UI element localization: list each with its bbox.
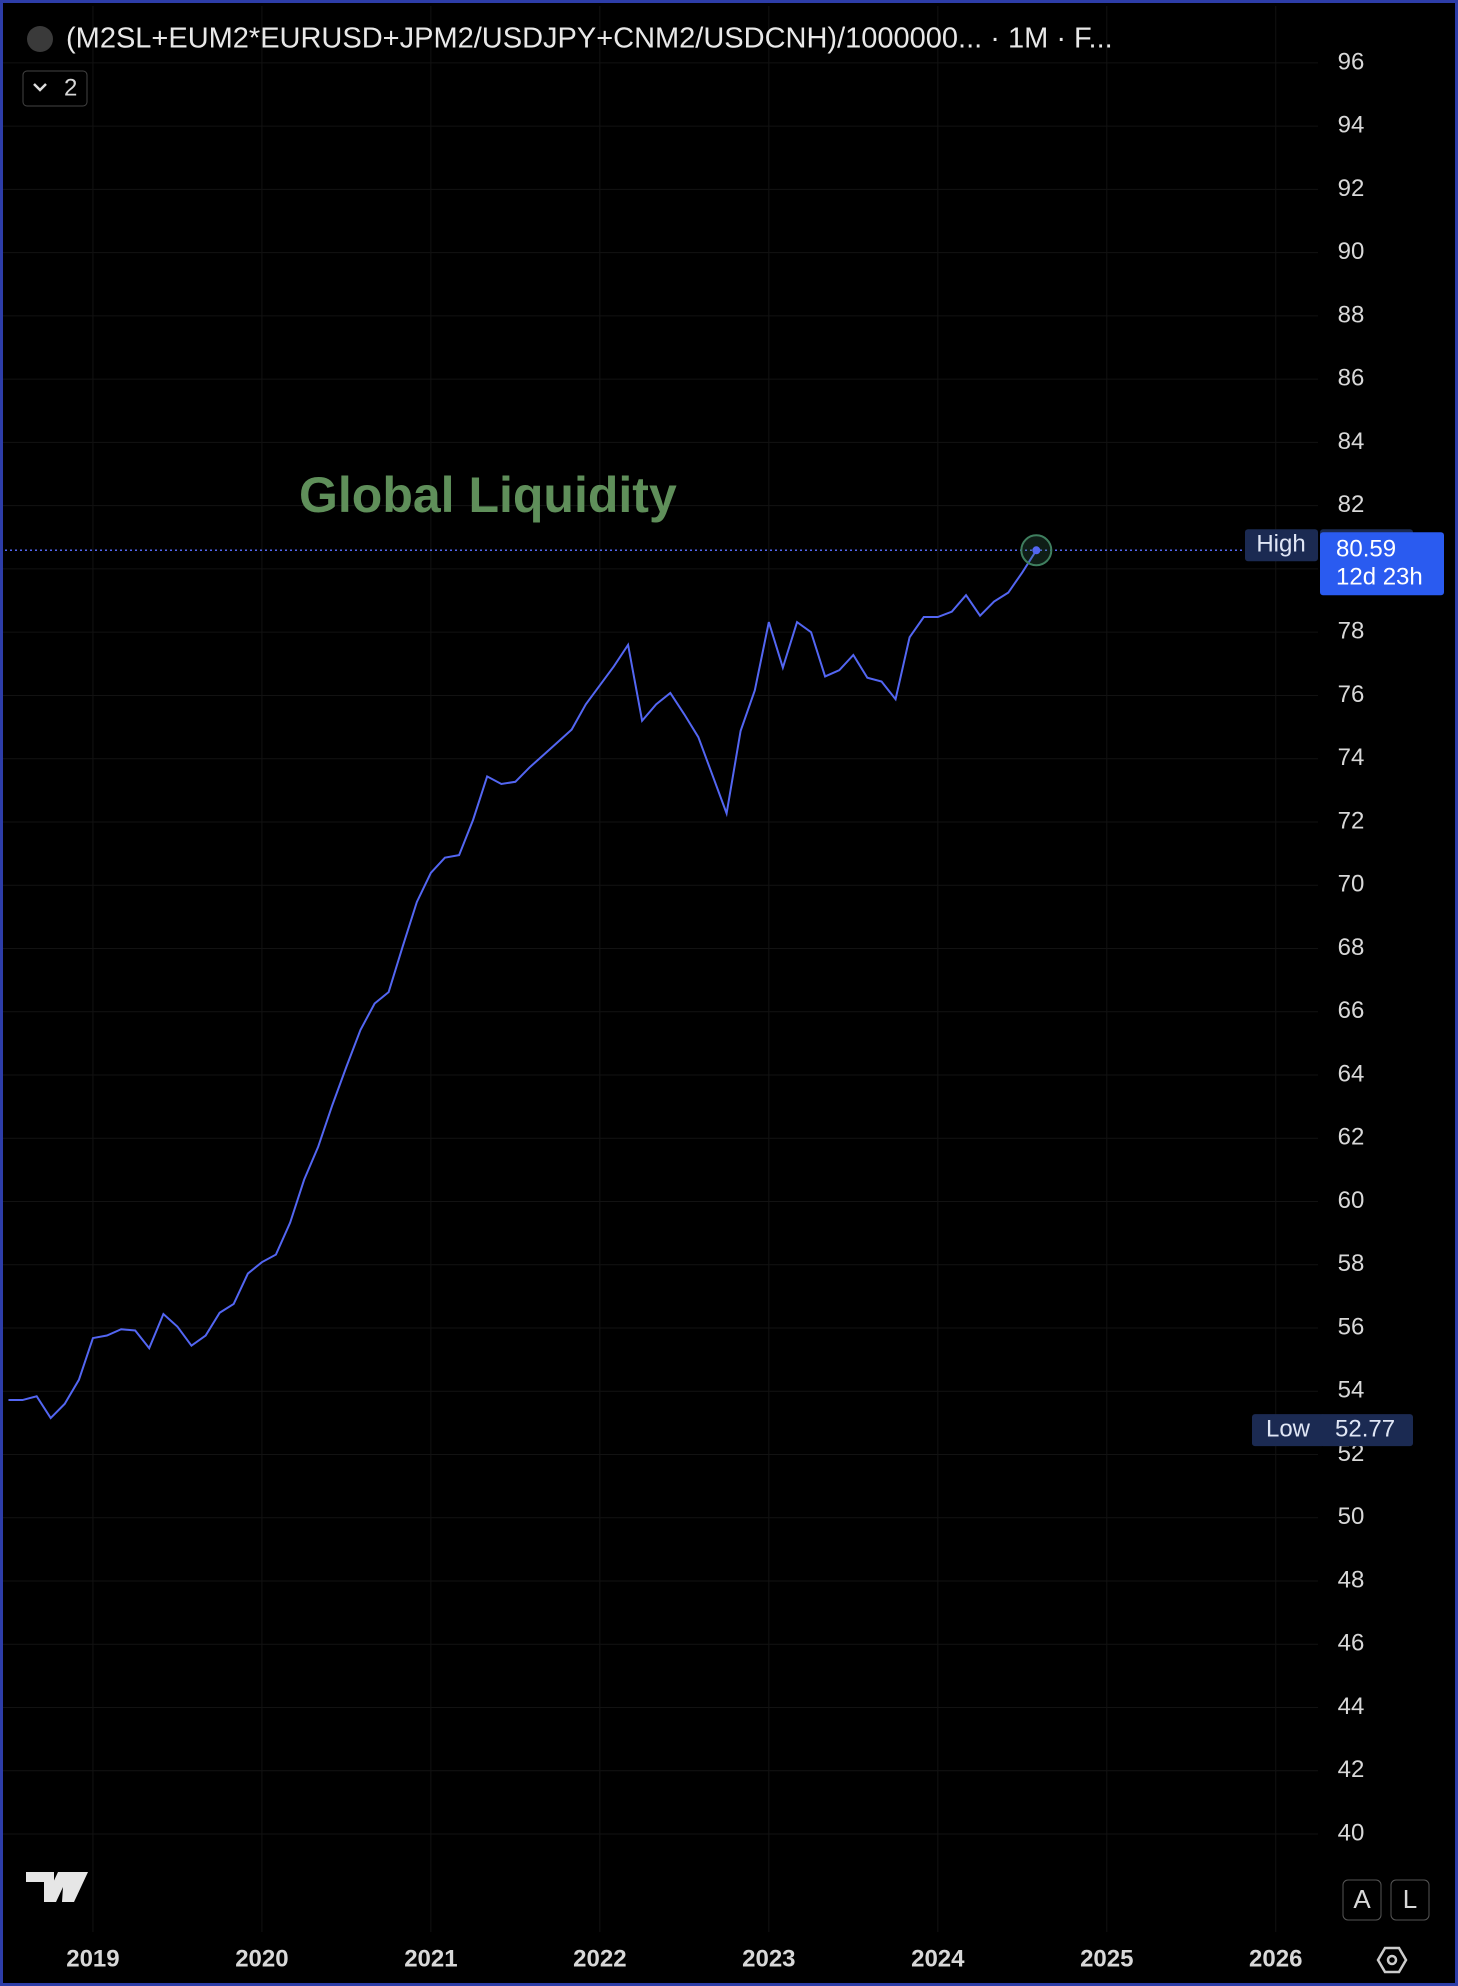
auto-button[interactable]: [1342, 1879, 1382, 1921]
annotation: Global Liquidity: [299, 467, 677, 523]
y-tick-label: 44: [1338, 1693, 1365, 1720]
y-tick-label: 78: [1338, 618, 1365, 645]
y-tick-label: 56: [1338, 1313, 1365, 1340]
log-button[interactable]: [1390, 1879, 1430, 1921]
y-tick-label: 72: [1338, 807, 1365, 834]
last-price: 80.59: [1336, 536, 1396, 563]
last-point: [1032, 546, 1041, 555]
x-tick-label: 2026: [1249, 1945, 1302, 1972]
plot: [0, 534, 1318, 1420]
y-tick-label: 62: [1338, 1124, 1365, 1151]
y-tick-label: 84: [1338, 428, 1365, 455]
auto-label: A: [1353, 1884, 1371, 1914]
y-tick-label: 54: [1338, 1377, 1365, 1404]
low-label-box: [1252, 1414, 1325, 1447]
y-tick-label: 92: [1338, 175, 1365, 202]
countdown: 12d 23h: [1336, 564, 1423, 591]
low-label: Low: [1266, 1415, 1311, 1442]
y-tick-label: 46: [1338, 1630, 1365, 1657]
legend-toggle[interactable]: [22, 70, 88, 107]
chart-title: (M2SL+EUM2*EURUSD+JPM2/USDJPY+CNM2/USDCN…: [66, 23, 1113, 55]
x-tick-label: 2024: [911, 1945, 965, 1972]
y-tick-label: 64: [1338, 1060, 1365, 1087]
log-label: L: [1403, 1884, 1417, 1914]
last-price-box: [1320, 532, 1444, 596]
x-tick-label: 2021: [404, 1945, 457, 1972]
x-tick-label: 2025: [1080, 1945, 1133, 1972]
y-tick-label: 60: [1338, 1187, 1365, 1214]
y-tick-label: 68: [1338, 934, 1365, 961]
y-tick-label: 42: [1338, 1756, 1365, 1783]
y-tick-label: 94: [1338, 112, 1365, 139]
settings-icon-center: [1386, 1954, 1398, 1966]
low-value: 52.77: [1335, 1415, 1395, 1442]
y-tick-label: 88: [1338, 301, 1365, 328]
y-tick-label: 96: [1338, 48, 1365, 75]
y-tick-label: 50: [1338, 1503, 1365, 1530]
y-tick-label: 82: [1338, 491, 1365, 518]
legend-count: 2: [64, 74, 77, 101]
y-tick-label: 70: [1338, 871, 1365, 898]
y-tick-label: 48: [1338, 1566, 1365, 1593]
x-tick-label: 2023: [742, 1945, 795, 1972]
symbol-icon: [27, 26, 53, 52]
y-tick-label: 76: [1338, 681, 1365, 708]
logo: [26, 1872, 88, 1902]
x-tick-label: 2020: [235, 1945, 288, 1972]
y-tick-label: 90: [1338, 238, 1365, 265]
x-tick-label: 2019: [66, 1945, 119, 1972]
y-tick-label: 74: [1338, 744, 1365, 771]
line-series: [8, 549, 1038, 1420]
high-label-box: [1245, 529, 1318, 562]
grid: [0, 6, 1318, 1932]
high-label: High: [1256, 531, 1305, 558]
chevron-icon: [33, 83, 47, 92]
y-tick-label: 58: [1338, 1250, 1365, 1277]
y-tick-label: 66: [1338, 997, 1365, 1024]
y-tick-label: 40: [1338, 1819, 1365, 1846]
low-value-box: [1320, 1414, 1413, 1447]
x-tick-label: 2022: [573, 1945, 626, 1972]
settings-icon[interactable]: [1376, 1946, 1408, 1974]
y-tick-label: 86: [1338, 365, 1365, 392]
